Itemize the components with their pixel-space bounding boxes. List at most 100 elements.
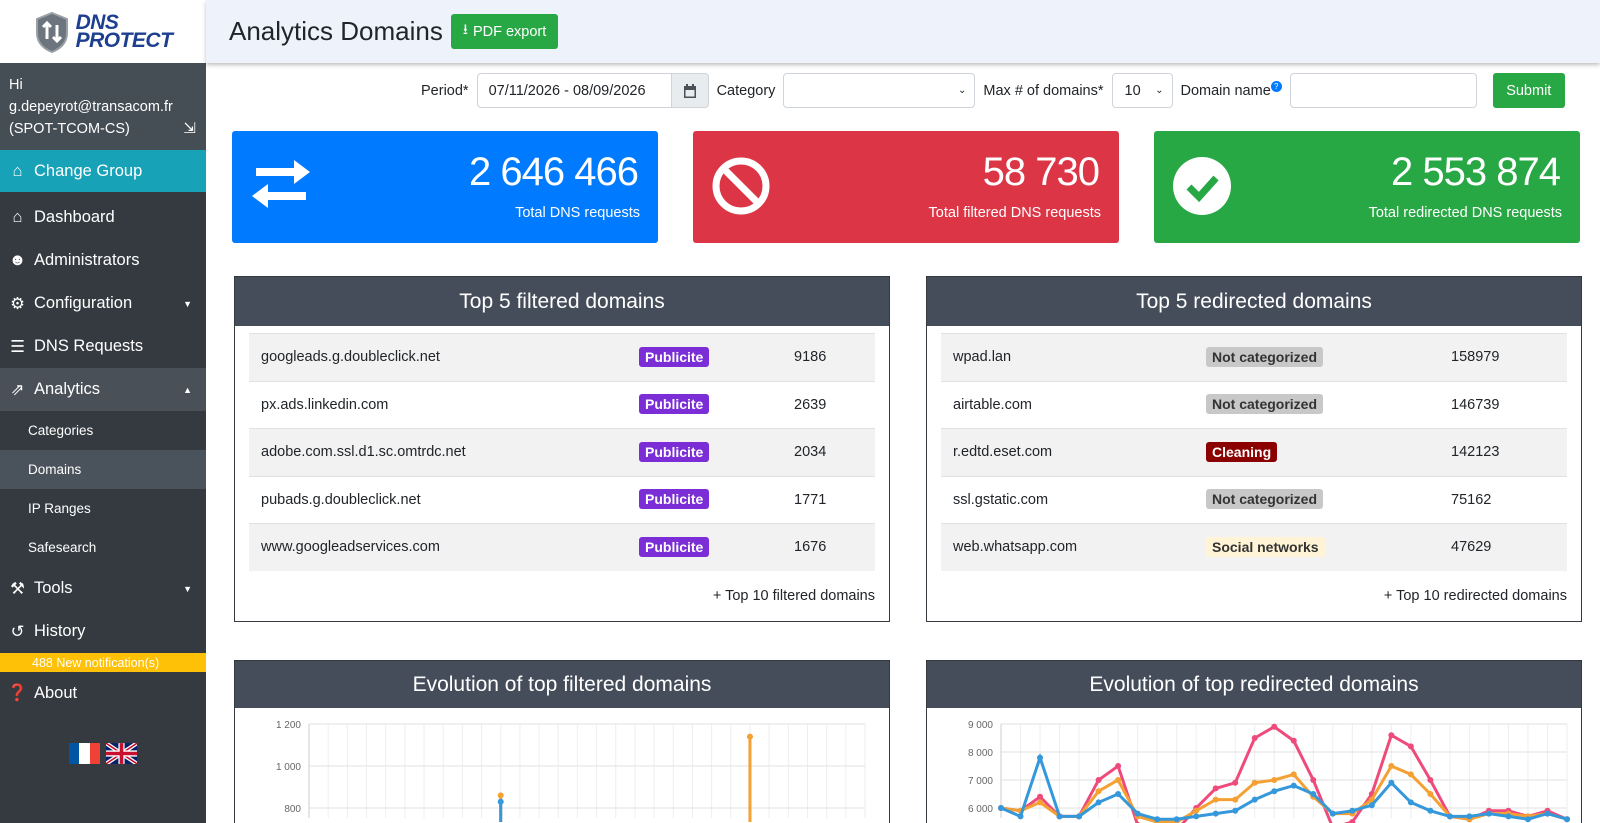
data-point[interactable] <box>1212 810 1219 817</box>
sidebar-subitem-domains[interactable]: Domains <box>0 450 206 489</box>
sidebar-subitem-safesearch[interactable]: Safesearch <box>28 540 97 555</box>
count-cell: 142123 <box>1451 444 1500 461</box>
table-row: googleads.g.doubleclick.net Publicite 9186 <box>249 333 875 381</box>
stat-value: 2 553 874 <box>1391 150 1561 194</box>
max-domains-select[interactable]: 10 ⌄ <box>1111 73 1173 108</box>
sidebar-item-dns-requests[interactable]: ☰ DNS Requests <box>0 325 206 368</box>
data-point[interactable] <box>1115 763 1122 769</box>
data-point[interactable] <box>1524 816 1531 823</box>
data-point[interactable] <box>1037 793 1044 800</box>
data-point[interactable] <box>1193 813 1200 820</box>
data-point[interactable] <box>1427 777 1434 783</box>
data-point[interactable] <box>1466 813 1473 820</box>
change-group-label: Change Group <box>34 161 143 180</box>
data-point[interactable] <box>1154 816 1161 823</box>
submit-button[interactable]: Submit <box>1492 73 1565 108</box>
data-point[interactable] <box>1271 723 1278 730</box>
brand-logo[interactable]: DNS PROTECT <box>0 0 206 63</box>
help-icon[interactable]: ? <box>1270 80 1282 92</box>
sidebar-item-about[interactable]: ❓ About <box>0 672 206 715</box>
data-point[interactable] <box>1446 813 1453 820</box>
domain-name-input[interactable] <box>1289 73 1477 108</box>
data-point[interactable] <box>1212 785 1219 792</box>
count-cell: 158979 <box>1451 349 1500 366</box>
data-point[interactable] <box>1505 813 1512 820</box>
data-point[interactable] <box>1115 777 1122 783</box>
data-point[interactable] <box>1076 813 1083 820</box>
data-point[interactable] <box>1329 810 1336 817</box>
data-point[interactable] <box>1095 799 1102 806</box>
data-point[interactable] <box>1388 732 1395 739</box>
data-point[interactable] <box>1115 791 1122 797</box>
category-select[interactable]: ⌄ <box>783 73 976 108</box>
uk-flag-icon[interactable] <box>106 743 137 764</box>
data-point[interactable] <box>1232 796 1239 803</box>
data-point[interactable] <box>1232 807 1239 814</box>
question-circle-icon: ❓ <box>7 684 28 702</box>
top10-filtered-link[interactable]: + Top 10 filtered domains <box>712 587 875 604</box>
data-point[interactable] <box>1349 819 1356 823</box>
sidebar-item-dashboard[interactable]: ⌂ Dashboard <box>0 196 206 239</box>
table-row: web.whatsapp.com Social networks 47629 <box>941 523 1567 571</box>
data-point[interactable] <box>1134 810 1141 817</box>
data-point[interactable] <box>1407 771 1414 778</box>
notification-banner[interactable]: 488 New notification(s) <box>0 653 206 672</box>
data-point[interactable] <box>1349 807 1356 814</box>
top10-redirected-link[interactable]: + Top 10 redirected domains <box>1383 587 1567 604</box>
sidebar-subitem-categories[interactable]: Categories <box>28 423 94 438</box>
category-cell: Publicite <box>639 441 794 462</box>
data-point[interactable] <box>1271 777 1278 783</box>
data-point[interactable] <box>1564 816 1570 823</box>
count-cell: 146739 <box>1451 396 1500 413</box>
data-point[interactable] <box>998 805 1004 811</box>
category-cell: Publicite <box>639 489 794 510</box>
data-point[interactable] <box>1485 810 1492 817</box>
data-point[interactable] <box>1368 796 1375 803</box>
sidebar-item-tools[interactable]: ⚒ Tools ▼ <box>0 567 206 610</box>
data-point[interactable] <box>1212 796 1219 803</box>
sidebar-item-configuration[interactable]: ⚙ Configuration ▼ <box>0 282 206 325</box>
data-point[interactable] <box>1407 743 1414 750</box>
data-point[interactable] <box>1056 813 1063 820</box>
data-point[interactable] <box>746 733 753 740</box>
change-group-button[interactable]: ⌂ Change Group <box>0 150 206 192</box>
data-point[interactable] <box>1232 779 1239 786</box>
domain-name-label-text: Domain name <box>1180 82 1271 99</box>
period-input[interactable]: 07/11/2026 - 08/09/2026 <box>476 73 672 108</box>
data-point[interactable] <box>1427 791 1434 797</box>
data-point[interactable] <box>1290 782 1297 789</box>
data-point[interactable] <box>1037 754 1044 761</box>
data-point[interactable] <box>1173 816 1180 823</box>
data-point[interactable] <box>1017 813 1024 820</box>
sidebar-item-analytics[interactable]: ⇗ Analytics ▲ <box>0 368 206 411</box>
data-point[interactable] <box>1193 807 1200 814</box>
data-point[interactable] <box>1251 796 1258 803</box>
data-point[interactable] <box>1290 771 1297 778</box>
domain-cell: web.whatsapp.com <box>953 539 1078 556</box>
data-point[interactable] <box>1388 763 1395 769</box>
data-point[interactable] <box>1251 779 1258 786</box>
data-point[interactable] <box>1310 791 1317 797</box>
french-flag-icon[interactable] <box>69 743 100 764</box>
data-point[interactable] <box>1368 802 1375 809</box>
data-point[interactable] <box>1095 788 1102 795</box>
data-point[interactable] <box>1427 807 1434 814</box>
data-point[interactable] <box>1037 799 1044 806</box>
logout-icon[interactable]: ⇲ <box>183 120 196 137</box>
data-point[interactable] <box>497 792 504 799</box>
data-point[interactable] <box>1310 777 1317 783</box>
data-point[interactable] <box>1290 737 1297 744</box>
data-point[interactable] <box>1271 788 1278 795</box>
sidebar-item-history[interactable]: ↺ History <box>0 610 206 653</box>
data-point[interactable] <box>1388 779 1395 786</box>
data-point[interactable] <box>1407 799 1414 806</box>
data-point[interactable] <box>497 798 504 805</box>
pdf-export-button[interactable]: ⭳ PDF export <box>450 14 559 49</box>
calendar-button[interactable] <box>671 73 709 108</box>
data-point[interactable] <box>1251 735 1258 741</box>
data-point[interactable] <box>1544 810 1551 817</box>
data-point[interactable] <box>1095 777 1102 783</box>
sidebar-item-administrators[interactable]: ☻ Administrators <box>0 239 206 282</box>
chevron-down-icon: ⌄ <box>958 85 967 96</box>
sidebar-subitem-ip-ranges[interactable]: IP Ranges <box>28 501 91 516</box>
